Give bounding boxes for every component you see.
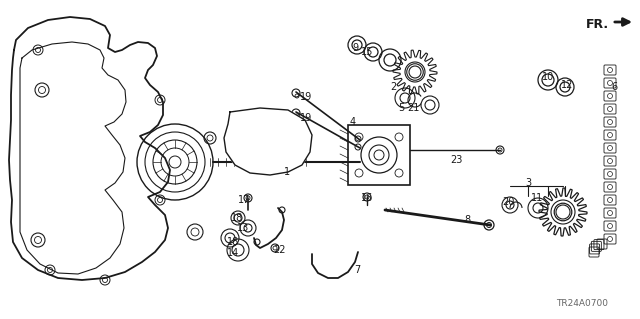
Text: FR.: FR.: [586, 18, 609, 31]
Polygon shape: [9, 17, 170, 280]
Text: 13: 13: [237, 223, 249, 233]
Text: 14: 14: [227, 248, 239, 258]
Text: 16: 16: [361, 193, 373, 203]
Text: 3: 3: [525, 178, 531, 188]
Text: 19: 19: [300, 113, 312, 123]
Text: 19: 19: [300, 92, 312, 102]
Text: 11: 11: [531, 193, 543, 203]
Polygon shape: [224, 108, 312, 175]
Text: 1: 1: [284, 167, 290, 177]
Text: 18: 18: [227, 237, 239, 247]
Text: 23: 23: [450, 155, 462, 165]
Text: 5: 5: [398, 103, 404, 113]
Text: 4: 4: [350, 117, 356, 127]
Text: 8: 8: [464, 215, 470, 225]
Text: 10: 10: [542, 72, 554, 82]
Text: 18: 18: [231, 213, 243, 223]
Text: 21: 21: [407, 103, 419, 113]
Text: 22: 22: [274, 245, 286, 255]
Text: 20: 20: [502, 197, 514, 207]
Text: 7: 7: [354, 265, 360, 275]
Bar: [348, 125, 410, 185]
Text: 2: 2: [390, 82, 396, 92]
Text: 12: 12: [561, 80, 573, 90]
Text: 6: 6: [611, 82, 617, 92]
Text: 17: 17: [238, 195, 250, 205]
Text: 15: 15: [361, 47, 373, 57]
Text: 9: 9: [352, 43, 358, 53]
Text: TR24A0700: TR24A0700: [556, 299, 608, 308]
